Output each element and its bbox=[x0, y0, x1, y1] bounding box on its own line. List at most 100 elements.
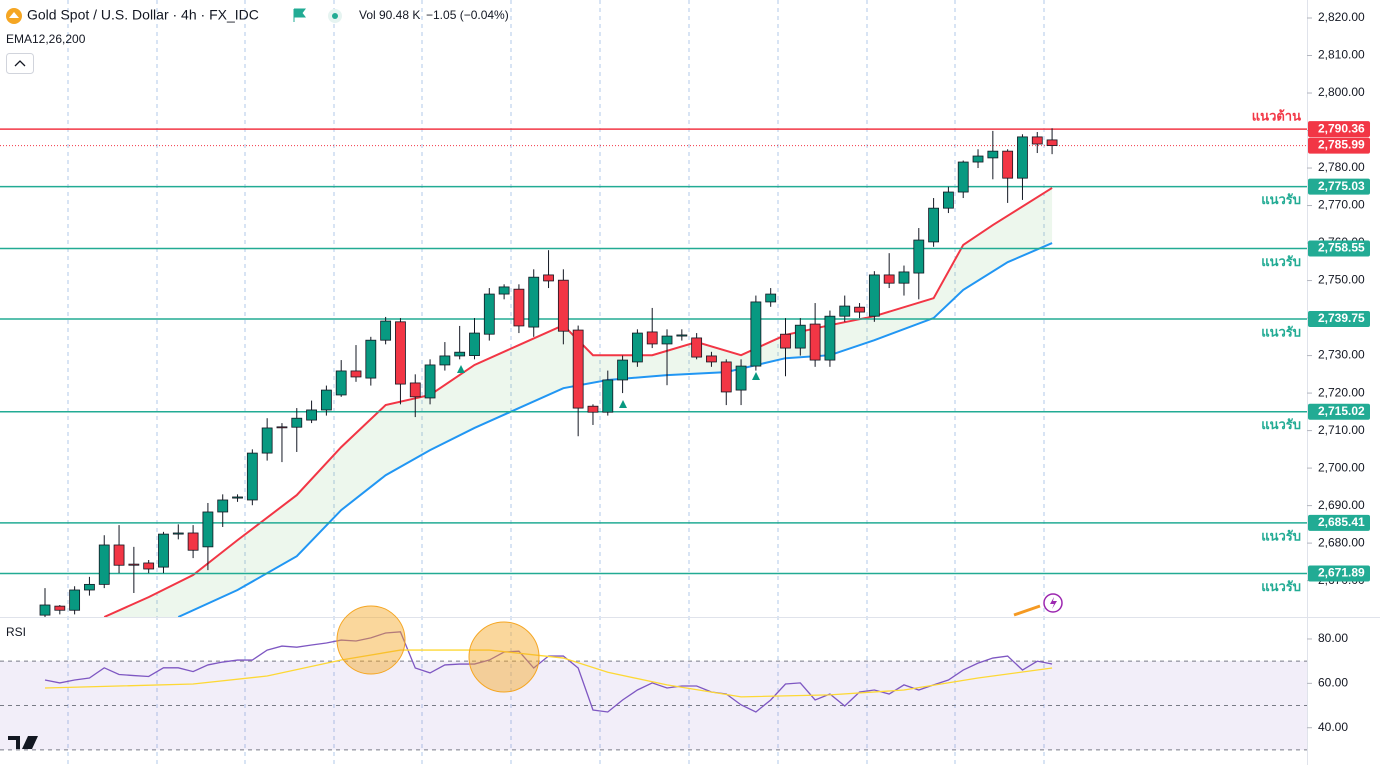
candle-body bbox=[839, 305, 851, 317]
status-dot bbox=[332, 13, 338, 19]
candle-body bbox=[617, 359, 628, 381]
rsi-pane bbox=[0, 631, 1307, 751]
rsi-line bbox=[44, 649, 1053, 698]
candle-body bbox=[572, 329, 584, 409]
candle-body bbox=[350, 370, 362, 378]
level-label-bg bbox=[1308, 311, 1370, 328]
vol-label: Vol bbox=[359, 8, 376, 22]
level-label: 2,685.41 bbox=[1318, 515, 1365, 529]
level-label-bg bbox=[1308, 514, 1370, 531]
candle-body bbox=[1002, 150, 1014, 179]
candle-body bbox=[691, 337, 703, 358]
candle-body bbox=[113, 544, 125, 566]
candle-body bbox=[172, 532, 184, 535]
symbol-title: Gold Spot / U.S. Dollar · 4h · FX_IDC bbox=[27, 7, 259, 23]
candle-body bbox=[498, 286, 510, 295]
level-name: แนวรับ bbox=[1261, 192, 1301, 207]
candle-body bbox=[706, 355, 717, 363]
candle-body bbox=[957, 161, 969, 193]
candle-body bbox=[824, 315, 836, 361]
candle-body bbox=[1031, 136, 1043, 145]
y-tick-label: 40.00 bbox=[1318, 720, 1348, 734]
y-tick-label: 80.00 bbox=[1318, 631, 1348, 645]
y-tick-label: 60.00 bbox=[1318, 676, 1348, 690]
candle-body bbox=[187, 532, 199, 551]
candle-body bbox=[632, 332, 643, 363]
price-label: 2,785.99 bbox=[1318, 138, 1365, 152]
flag-icon bbox=[293, 8, 306, 22]
candle-body bbox=[602, 379, 614, 413]
y-tick-label: 2,700.00 bbox=[1318, 460, 1365, 474]
candle-body bbox=[854, 306, 865, 313]
level-label-bg bbox=[1308, 565, 1370, 582]
candle-body bbox=[143, 562, 155, 570]
level-label: 2,790.36 bbox=[1318, 121, 1365, 135]
candle-body bbox=[276, 426, 288, 429]
rsi-band bbox=[0, 661, 1307, 750]
candle-body bbox=[320, 389, 332, 411]
candle-body bbox=[883, 274, 895, 284]
level-name: แนวรับ bbox=[1261, 579, 1301, 594]
candle-body bbox=[128, 563, 140, 566]
price-label-bg bbox=[1308, 137, 1370, 154]
change: −1.05 (−0.04%) bbox=[426, 8, 509, 22]
signal-arrow bbox=[457, 365, 465, 373]
level-name: แนวรับ bbox=[1261, 324, 1301, 339]
y-tick-label: 2,720.00 bbox=[1318, 385, 1365, 399]
level-label: 2,758.55 bbox=[1318, 241, 1365, 255]
candle-body bbox=[202, 511, 214, 548]
y-tick-label: 2,730.00 bbox=[1318, 348, 1365, 362]
level-label-bg bbox=[1308, 240, 1370, 257]
y-tick-label: 2,780.00 bbox=[1318, 160, 1365, 174]
level-label: 2,715.02 bbox=[1318, 404, 1365, 418]
level-name: แนวรับ bbox=[1261, 528, 1301, 543]
candle-body bbox=[84, 583, 95, 591]
candle-body bbox=[1017, 136, 1028, 179]
candle-body bbox=[557, 279, 569, 332]
candle-body bbox=[735, 365, 747, 391]
highlight-circle bbox=[336, 605, 406, 675]
candle-body bbox=[424, 364, 436, 399]
symbol-logo-mark bbox=[9, 12, 19, 18]
price-axis: 2,670.002,680.002,690.002,700.002,710.00… bbox=[1307, 10, 1365, 734]
candle-body bbox=[868, 274, 880, 317]
candle-body bbox=[794, 324, 806, 349]
y-tick-label: 2,690.00 bbox=[1318, 498, 1365, 512]
collapse-button[interactable] bbox=[6, 53, 34, 74]
candle-body bbox=[943, 191, 954, 209]
level-label: 2,739.75 bbox=[1318, 311, 1365, 325]
candle-body bbox=[261, 427, 273, 454]
candle-body bbox=[380, 320, 392, 341]
candle-body bbox=[439, 355, 451, 366]
candle-body bbox=[291, 417, 303, 428]
candle-body bbox=[928, 207, 939, 243]
candle-body bbox=[780, 333, 791, 349]
candle-body bbox=[54, 605, 66, 611]
brand-logo bbox=[8, 736, 38, 749]
candle-body bbox=[528, 276, 540, 328]
candle-body bbox=[809, 323, 821, 361]
candle-body bbox=[246, 452, 258, 501]
candle-body bbox=[661, 335, 673, 345]
rsi-label: RSI bbox=[6, 625, 26, 639]
y-tick-label: 2,750.00 bbox=[1318, 273, 1365, 287]
y-tick-label: 2,820.00 bbox=[1318, 10, 1365, 24]
candle-body bbox=[1046, 139, 1058, 146]
level-label-bg bbox=[1308, 178, 1370, 195]
candle-body bbox=[217, 499, 229, 513]
candle-body bbox=[98, 544, 110, 585]
y-tick-label: 2,810.00 bbox=[1318, 48, 1365, 62]
candle-body bbox=[513, 288, 525, 327]
candle-body bbox=[395, 321, 406, 385]
level-name: แนวรับ bbox=[1261, 254, 1301, 269]
level-label: 2,775.03 bbox=[1318, 179, 1365, 193]
candle-body bbox=[409, 382, 421, 398]
candle-body bbox=[913, 239, 925, 274]
candle-body bbox=[987, 150, 999, 159]
candle-body bbox=[454, 351, 466, 357]
price-pane bbox=[0, 128, 1307, 617]
level-label-bg bbox=[1308, 121, 1370, 138]
level-label-bg bbox=[1308, 403, 1370, 420]
